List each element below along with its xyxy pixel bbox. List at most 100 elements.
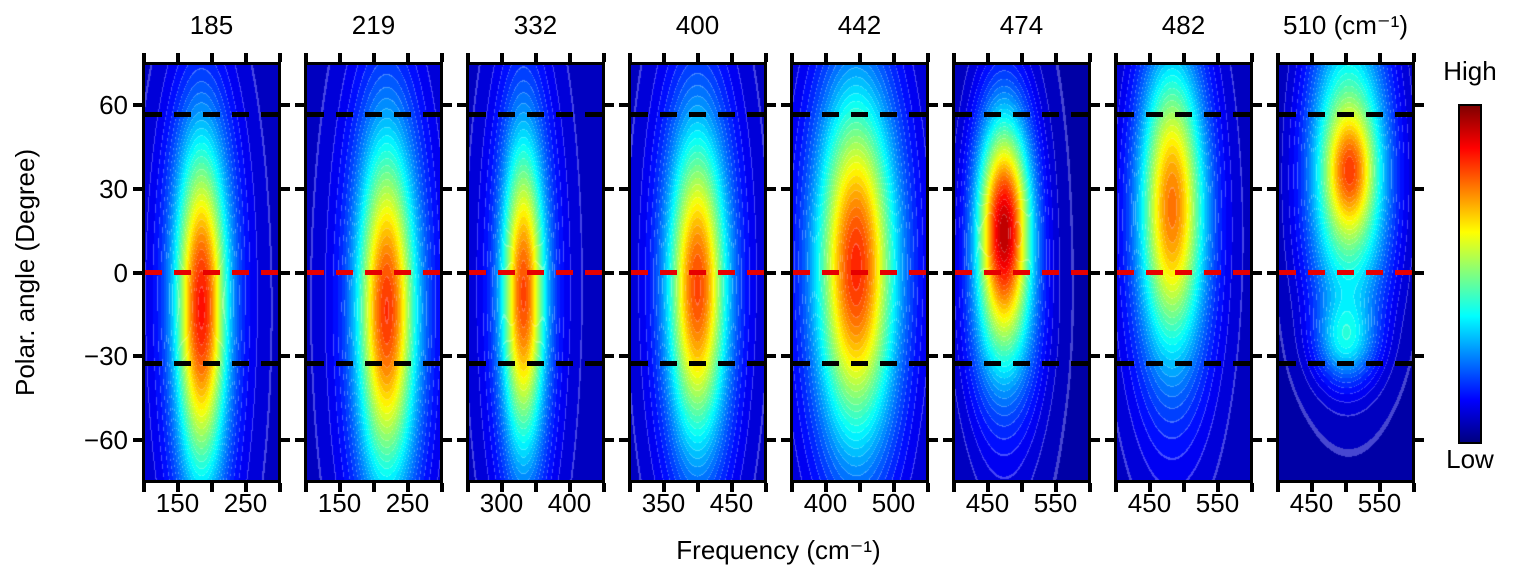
panel-title: 332 (513, 10, 558, 40)
x-tick (1249, 483, 1254, 492)
x-tick (567, 483, 572, 492)
x-tick (823, 483, 828, 492)
x-tick (533, 53, 538, 62)
x-tick (1053, 53, 1058, 62)
y-tick (781, 437, 790, 442)
panel-title: 185 (189, 10, 234, 40)
y-tick (1091, 186, 1100, 191)
y-tick (443, 270, 452, 275)
panel: 482 (1105, 10, 1262, 492)
x-tick (209, 53, 214, 62)
x-tick (337, 53, 342, 62)
x-tick (857, 483, 862, 492)
y-tick (295, 103, 304, 108)
x-tick (371, 53, 376, 62)
y-tick (781, 354, 790, 359)
reference-line-0deg (145, 270, 278, 275)
reference-line--33deg (469, 361, 602, 367)
x-tick (763, 53, 768, 62)
y-tick-label: 30 (99, 173, 128, 204)
y-tick (929, 103, 938, 108)
x-tick (951, 53, 956, 62)
x-tick (823, 53, 828, 62)
x-tick (499, 483, 504, 492)
reference-line-57deg (145, 112, 278, 118)
x-tick (857, 53, 862, 62)
x-tick-label: 450 (1127, 488, 1172, 518)
reference-line-57deg (1117, 112, 1250, 118)
x-tick-label: 400 (803, 488, 848, 518)
x-tick-label: 550 (1195, 488, 1240, 518)
x-tick (1087, 53, 1092, 62)
x-tick (1147, 53, 1152, 62)
x-tick (175, 483, 180, 492)
y-tick (457, 270, 466, 275)
x-tick (1377, 53, 1382, 62)
y-tick (1105, 437, 1114, 442)
y-tick (1415, 354, 1424, 359)
x-tick (763, 483, 768, 492)
x-tick (567, 53, 572, 62)
x-tick (891, 483, 896, 492)
x-tick (1053, 483, 1058, 492)
y-tick (929, 186, 938, 191)
x-tick (1249, 53, 1254, 62)
reference-line--33deg (955, 361, 1088, 367)
x-tick-label: 550 (1033, 488, 1078, 518)
reference-line-0deg (1117, 270, 1250, 275)
y-tick (457, 103, 466, 108)
y-tick (457, 354, 466, 359)
y-tick (929, 270, 938, 275)
y-tick (1267, 354, 1276, 359)
reference-line--33deg (1117, 361, 1250, 367)
y-tick-label: 0 (113, 257, 128, 288)
y-tick (457, 437, 466, 442)
y-tick (1267, 270, 1276, 275)
y-tick (443, 354, 452, 359)
x-tick-label: 250 (223, 488, 268, 518)
y-tick (781, 270, 790, 275)
reference-line--33deg (145, 361, 278, 367)
y-tick (281, 437, 290, 442)
x-tick (985, 53, 990, 62)
x-tick (533, 483, 538, 492)
panel: 219 (295, 10, 452, 492)
panel: 400 (619, 10, 776, 492)
x-tick (303, 483, 308, 492)
y-tick (1267, 103, 1276, 108)
y-tick (1253, 103, 1262, 108)
reference-line-0deg (631, 270, 764, 275)
y-tick (1267, 437, 1276, 442)
reference-line-57deg (1279, 112, 1412, 118)
x-tick (789, 483, 794, 492)
x-tick-label: 450 (709, 488, 754, 518)
y-tick (281, 354, 290, 359)
y-tick (443, 186, 452, 191)
y-tick (281, 186, 290, 191)
y-tick (443, 437, 452, 442)
y-tick (1415, 270, 1424, 275)
y-tick (1105, 186, 1114, 191)
x-tick (601, 53, 606, 62)
x-tick (1411, 483, 1416, 492)
y-tick (943, 270, 952, 275)
panel-title: 219 (351, 10, 396, 40)
x-tick (1275, 53, 1280, 62)
reference-line-0deg (955, 270, 1088, 275)
x-tick-label: 550 (1357, 488, 1402, 518)
x-tick (1343, 483, 1348, 492)
reference-line-57deg (631, 112, 764, 118)
x-tick (661, 483, 666, 492)
y-tick (133, 186, 142, 191)
x-tick-label: 150 (317, 488, 362, 518)
x-tick (661, 53, 666, 62)
panel-title: 400 (675, 10, 720, 40)
y-tick (605, 354, 614, 359)
x-tick (439, 483, 444, 492)
y-tick (133, 103, 142, 108)
y-tick (295, 437, 304, 442)
y-tick (457, 186, 466, 191)
x-tick (499, 53, 504, 62)
x-tick (303, 53, 308, 62)
y-tick (1105, 103, 1114, 108)
